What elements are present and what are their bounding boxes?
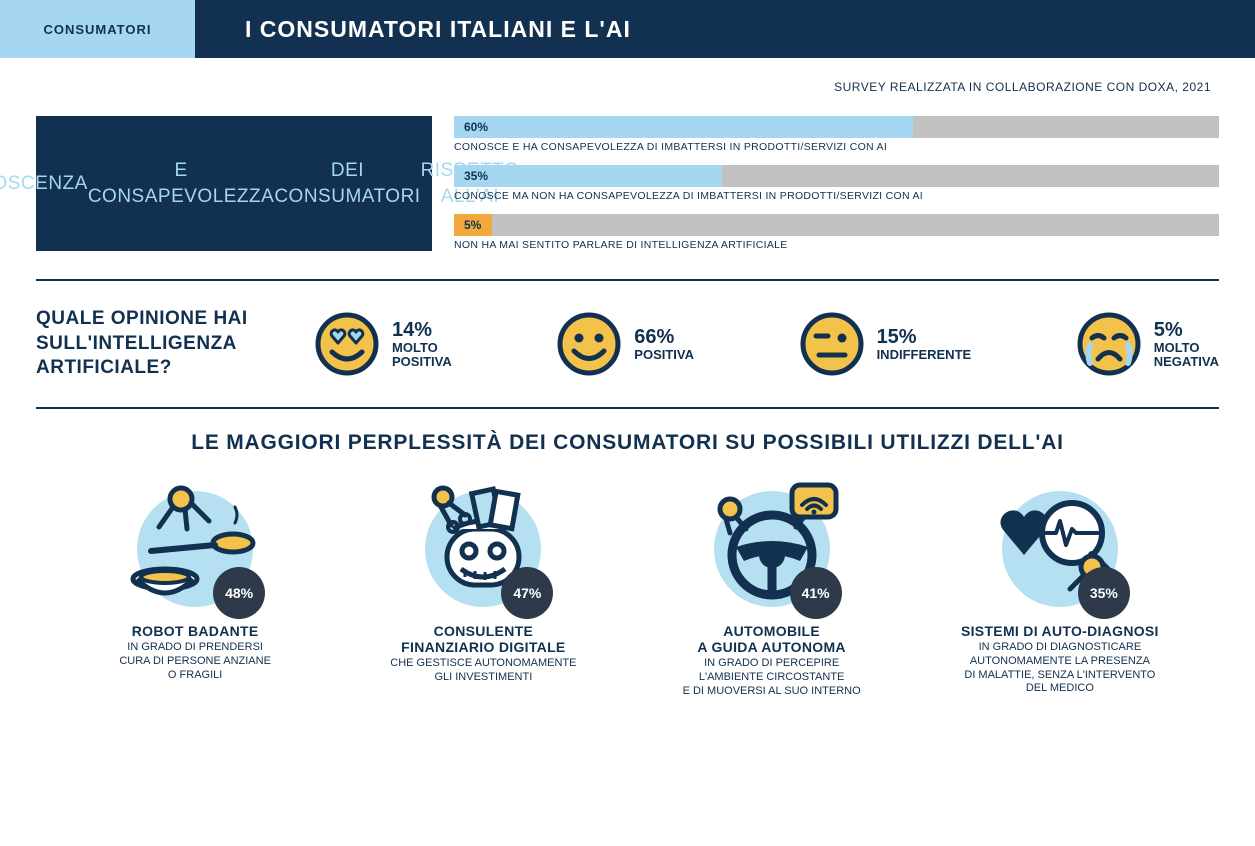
concerns-section: 48% ROBOT BADANTE IN GRADO DI PRENDERSIC… [36,471,1219,698]
concern-item: 41% AUTOMOBILEA GUIDA AUTONOMA IN GRADO … [647,471,897,698]
concern-pct-badge: 41% [790,567,842,619]
concern-item: 48% ROBOT BADANTE IN GRADO DI PRENDERSIC… [70,471,320,698]
bar-label: NON HA MAI SENTITO PARLARE DI INTELLIGEN… [454,239,1219,251]
bar-pct: 60% [464,120,488,134]
opinion-section: QUALE OPINIONE HAI SULL'INTELLIGENZA ART… [36,281,1219,407]
concern-illustration-icon: 47% [403,471,563,611]
bar-label: CONOSCE E HA CONSAPEVOLEZZA DI IMBATTERS… [454,141,1219,153]
opinion-label: POSITIVA [634,348,694,362]
concern-title: ROBOT BADANTE [70,623,320,639]
concern-title: CONSULENTEFINANZIARIO DIGITALE [358,623,608,655]
concern-illustration-icon: 48% [115,471,275,611]
opinion-label: MOLTONEGATIVA [1154,341,1219,368]
bar-fill: 60% [454,116,913,138]
awareness-bars: 60% CONOSCE E HA CONSAPEVOLEZZA DI IMBAT… [454,116,1219,251]
opinion-item: 66% POSITIVA [556,311,694,377]
bar-pct: 35% [464,169,488,183]
concern-desc: CHE GESTISCE AUTONOMAMENTEGLI INVESTIMEN… [358,657,608,685]
emoji-icon [314,311,380,377]
awareness-box: CONOSCENZAE CONSAPEVOLEZZADEI CONSUMATOR… [36,116,432,251]
opinion-label: INDIFFERENTE [877,348,972,362]
awareness-bar: 35% CONOSCE MA NON HA CONSAPEVOLEZZA DI … [454,165,1219,202]
concern-pct-badge: 48% [213,567,265,619]
awareness-bar: 5% NON HA MAI SENTITO PARLARE DI INTELLI… [454,214,1219,251]
opinion-pct: 66% [634,327,694,348]
bar-fill: 35% [454,165,722,187]
opinion-pct: 5% [1154,320,1219,341]
emoji-icon [1076,311,1142,377]
concern-desc: IN GRADO DI PRENDERSICURA DI PERSONE ANZ… [70,641,320,682]
opinion-items: 14% MOLTOPOSITIVA 66% POSITIVA 15% INDIF… [314,311,1219,377]
concern-pct-badge: 35% [1078,567,1130,619]
opinion-pct: 14% [392,320,452,341]
opinion-question: QUALE OPINIONE HAI SULL'INTELLIGENZA ART… [36,307,296,381]
opinion-item: 15% INDIFFERENTE [799,311,972,377]
awareness-section: CONOSCENZAE CONSAPEVOLEZZADEI CONSUMATOR… [36,116,1219,251]
emoji-icon [556,311,622,377]
concern-illustration-icon: 41% [692,471,852,611]
concern-item: 47% CONSULENTEFINANZIARIO DIGITALE CHE G… [358,471,608,698]
concern-title: SISTEMI DI AUTO-DIAGNOSI [935,623,1185,639]
emoji-icon [799,311,865,377]
concern-item: 35% SISTEMI DI AUTO-DIAGNOSI IN GRADO DI… [935,471,1185,698]
concern-desc: IN GRADO DI DIAGNOSTICAREAUTONOMAMENTE L… [935,641,1185,696]
header-tag: CONSUMATORI [0,0,195,58]
opinion-label: MOLTOPOSITIVA [392,341,452,368]
survey-note: SURVEY REALIZZATA IN COLLABORAZIONE CON … [36,58,1219,116]
bar-track: 5% [454,214,1219,236]
header-bar: CONSUMATORI I CONSUMATORI ITALIANI E L'A… [0,0,1255,58]
bar-pct: 5% [464,218,481,232]
opinion-item: 5% MOLTONEGATIVA [1076,311,1219,377]
concern-desc: IN GRADO DI PERCEPIREL'AMBIENTE CIRCOSTA… [647,657,897,698]
concern-title: AUTOMOBILEA GUIDA AUTONOMA [647,623,897,655]
awareness-bar: 60% CONOSCE E HA CONSAPEVOLEZZA DI IMBAT… [454,116,1219,153]
header-title: I CONSUMATORI ITALIANI E L'AI [195,0,1255,58]
opinion-item: 14% MOLTOPOSITIVA [314,311,452,377]
opinion-pct: 15% [877,327,972,348]
bar-label: CONOSCE MA NON HA CONSAPEVOLEZZA DI IMBA… [454,190,1219,202]
bar-track: 60% [454,116,1219,138]
bar-fill: 5% [454,214,492,236]
concern-illustration-icon: 35% [980,471,1140,611]
concerns-title: LE MAGGIORI PERPLESSITÀ DEI CONSUMATORI … [36,409,1219,471]
bar-track: 35% [454,165,1219,187]
concern-pct-badge: 47% [501,567,553,619]
